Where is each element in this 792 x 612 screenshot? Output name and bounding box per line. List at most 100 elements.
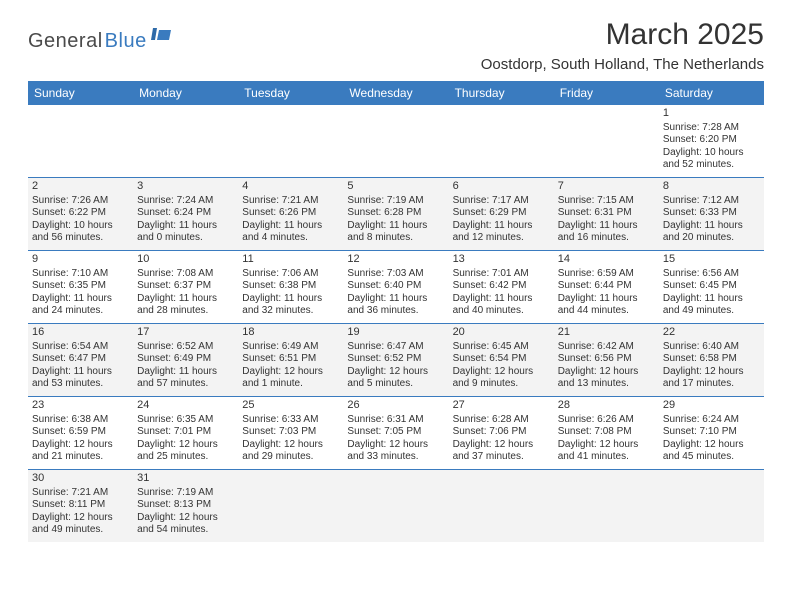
daylight-text: Daylight: 11 hours and 16 minutes. [558, 220, 655, 245]
calendar-cell: 2Sunrise: 7:26 AMSunset: 6:22 PMDaylight… [28, 178, 133, 250]
daylight-text: Daylight: 12 hours and 1 minute. [242, 366, 339, 391]
sunset-text: Sunset: 6:56 PM [558, 353, 655, 366]
day-number: 17 [137, 326, 234, 340]
daylight-text: Daylight: 11 hours and 44 minutes. [558, 293, 655, 318]
sunrise-text: Sunrise: 6:33 AM [242, 414, 339, 427]
day-number: 18 [242, 326, 339, 340]
calendar-cell: 7Sunrise: 7:15 AMSunset: 6:31 PMDaylight… [554, 178, 659, 250]
calendar-cell [343, 105, 448, 177]
calendar-cell: 17Sunrise: 6:52 AMSunset: 6:49 PMDayligh… [133, 324, 238, 396]
day-number: 15 [663, 253, 760, 267]
day-number: 9 [32, 253, 129, 267]
calendar-cell: 9Sunrise: 7:10 AMSunset: 6:35 PMDaylight… [28, 251, 133, 323]
daylight-text: Daylight: 11 hours and 8 minutes. [347, 220, 444, 245]
sunrise-text: Sunrise: 6:40 AM [663, 341, 760, 354]
calendar-cell: 18Sunrise: 6:49 AMSunset: 6:51 PMDayligh… [238, 324, 343, 396]
sunrise-text: Sunrise: 7:08 AM [137, 268, 234, 281]
day-number: 24 [137, 399, 234, 413]
calendar-cell: 19Sunrise: 6:47 AMSunset: 6:52 PMDayligh… [343, 324, 448, 396]
day-number: 26 [347, 399, 444, 413]
calendar-header-row: Sunday Monday Tuesday Wednesday Thursday… [28, 81, 764, 105]
daylight-text: Daylight: 11 hours and 40 minutes. [453, 293, 550, 318]
calendar-cell: 21Sunrise: 6:42 AMSunset: 6:56 PMDayligh… [554, 324, 659, 396]
day-header: Tuesday [238, 81, 343, 105]
calendar-cell: 31Sunrise: 7:19 AMSunset: 8:13 PMDayligh… [133, 470, 238, 542]
sunset-text: Sunset: 6:44 PM [558, 280, 655, 293]
calendar-cell: 3Sunrise: 7:24 AMSunset: 6:24 PMDaylight… [133, 178, 238, 250]
calendar: Sunday Monday Tuesday Wednesday Thursday… [28, 81, 764, 542]
calendar-cell: 16Sunrise: 6:54 AMSunset: 6:47 PMDayligh… [28, 324, 133, 396]
sunrise-text: Sunrise: 7:17 AM [453, 195, 550, 208]
sunset-text: Sunset: 6:31 PM [558, 207, 655, 220]
sunrise-text: Sunrise: 7:26 AM [32, 195, 129, 208]
sunset-text: Sunset: 7:10 PM [663, 426, 760, 439]
sunset-text: Sunset: 6:37 PM [137, 280, 234, 293]
day-number: 27 [453, 399, 550, 413]
sunset-text: Sunset: 6:35 PM [32, 280, 129, 293]
sunset-text: Sunset: 7:03 PM [242, 426, 339, 439]
sunrise-text: Sunrise: 7:01 AM [453, 268, 550, 281]
daylight-text: Daylight: 12 hours and 33 minutes. [347, 439, 444, 464]
calendar-cell: 14Sunrise: 6:59 AMSunset: 6:44 PMDayligh… [554, 251, 659, 323]
flag-icon [151, 26, 171, 47]
calendar-cell: 4Sunrise: 7:21 AMSunset: 6:26 PMDaylight… [238, 178, 343, 250]
sunrise-text: Sunrise: 6:24 AM [663, 414, 760, 427]
day-number: 22 [663, 326, 760, 340]
sunrise-text: Sunrise: 6:35 AM [137, 414, 234, 427]
day-number: 28 [558, 399, 655, 413]
sunset-text: Sunset: 6:54 PM [453, 353, 550, 366]
day-number: 29 [663, 399, 760, 413]
sunset-text: Sunset: 6:22 PM [32, 207, 129, 220]
calendar-cell [449, 470, 554, 542]
sunrise-text: Sunrise: 7:28 AM [663, 122, 760, 135]
daylight-text: Daylight: 11 hours and 4 minutes. [242, 220, 339, 245]
calendar-cell: 8Sunrise: 7:12 AMSunset: 6:33 PMDaylight… [659, 178, 764, 250]
calendar-row: 16Sunrise: 6:54 AMSunset: 6:47 PMDayligh… [28, 324, 764, 397]
calendar-row: 1Sunrise: 7:28 AMSunset: 6:20 PMDaylight… [28, 105, 764, 178]
day-number: 6 [453, 180, 550, 194]
calendar-cell [133, 105, 238, 177]
daylight-text: Daylight: 11 hours and 24 minutes. [32, 293, 129, 318]
day-number: 11 [242, 253, 339, 267]
day-number: 30 [32, 472, 129, 486]
calendar-cell [28, 105, 133, 177]
calendar-cell: 26Sunrise: 6:31 AMSunset: 7:05 PMDayligh… [343, 397, 448, 469]
daylight-text: Daylight: 12 hours and 49 minutes. [32, 512, 129, 537]
day-number: 5 [347, 180, 444, 194]
sunset-text: Sunset: 7:01 PM [137, 426, 234, 439]
daylight-text: Daylight: 11 hours and 32 minutes. [242, 293, 339, 318]
daylight-text: Daylight: 12 hours and 9 minutes. [453, 366, 550, 391]
calendar-cell [659, 470, 764, 542]
calendar-body: 1Sunrise: 7:28 AMSunset: 6:20 PMDaylight… [28, 105, 764, 542]
sunrise-text: Sunrise: 6:42 AM [558, 341, 655, 354]
sunrise-text: Sunrise: 6:26 AM [558, 414, 655, 427]
calendar-cell: 25Sunrise: 6:33 AMSunset: 7:03 PMDayligh… [238, 397, 343, 469]
day-number: 12 [347, 253, 444, 267]
daylight-text: Daylight: 10 hours and 56 minutes. [32, 220, 129, 245]
sunset-text: Sunset: 7:05 PM [347, 426, 444, 439]
month-title: March 2025 [481, 18, 764, 52]
sunset-text: Sunset: 6:59 PM [32, 426, 129, 439]
sunrise-text: Sunrise: 7:15 AM [558, 195, 655, 208]
daylight-text: Daylight: 11 hours and 28 minutes. [137, 293, 234, 318]
daylight-text: Daylight: 11 hours and 36 minutes. [347, 293, 444, 318]
sunrise-text: Sunrise: 7:19 AM [347, 195, 444, 208]
sunset-text: Sunset: 8:11 PM [32, 499, 129, 512]
sunrise-text: Sunrise: 6:54 AM [32, 341, 129, 354]
calendar-cell [238, 470, 343, 542]
day-number: 2 [32, 180, 129, 194]
sunset-text: Sunset: 7:06 PM [453, 426, 550, 439]
logo-text-blue: Blue [105, 30, 147, 53]
calendar-cell [554, 105, 659, 177]
calendar-cell: 10Sunrise: 7:08 AMSunset: 6:37 PMDayligh… [133, 251, 238, 323]
daylight-text: Daylight: 12 hours and 25 minutes. [137, 439, 234, 464]
calendar-cell: 27Sunrise: 6:28 AMSunset: 7:06 PMDayligh… [449, 397, 554, 469]
day-number: 21 [558, 326, 655, 340]
sunset-text: Sunset: 6:51 PM [242, 353, 339, 366]
sunset-text: Sunset: 8:13 PM [137, 499, 234, 512]
logo-text-general: General [28, 30, 103, 53]
sunset-text: Sunset: 6:52 PM [347, 353, 444, 366]
day-number: 8 [663, 180, 760, 194]
calendar-row: 30Sunrise: 7:21 AMSunset: 8:11 PMDayligh… [28, 470, 764, 542]
daylight-text: Daylight: 11 hours and 20 minutes. [663, 220, 760, 245]
